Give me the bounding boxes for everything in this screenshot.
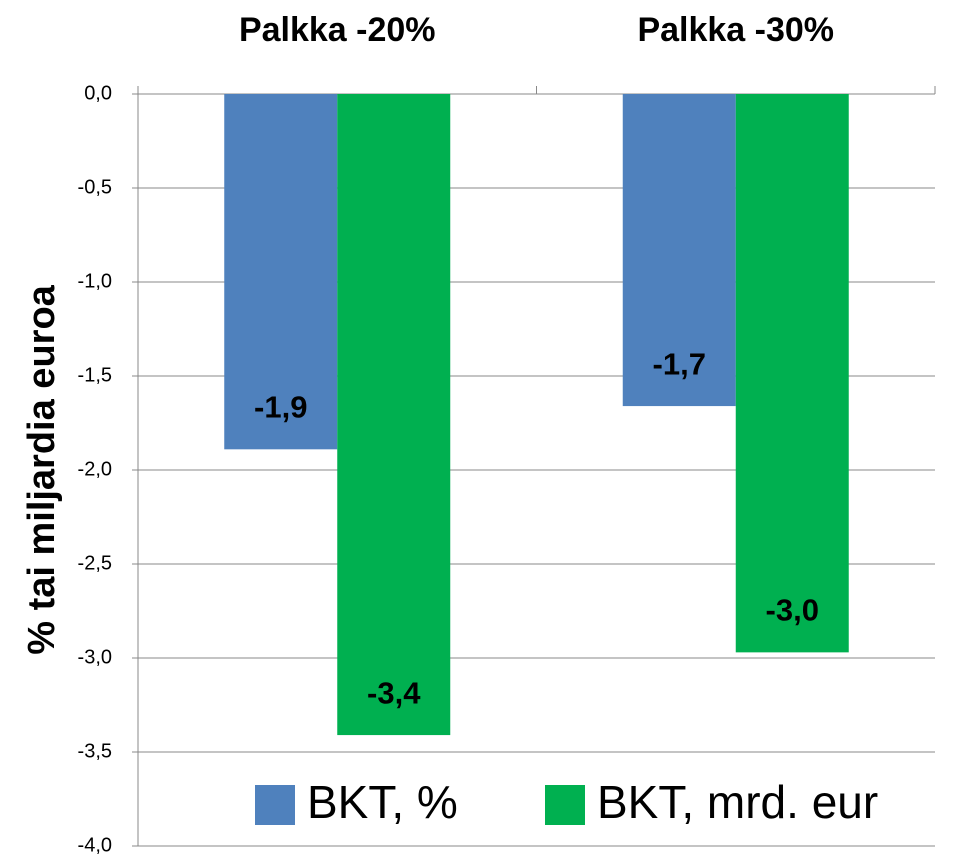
bar [735, 94, 849, 653]
legend-swatch [545, 785, 585, 825]
legend-label: BKT, % [307, 776, 458, 828]
bar [622, 94, 736, 407]
legend-swatch [255, 785, 295, 825]
y-tick-label: -4,0 [78, 834, 112, 854]
y-tick-label: -2,0 [78, 458, 112, 480]
y-tick-label: -0,5 [78, 176, 112, 198]
y-tick-label: -2,5 [78, 552, 112, 574]
y-tick-label: -1,0 [78, 270, 112, 292]
y-tick-label: 0,0 [84, 82, 112, 104]
bar [337, 94, 451, 736]
y-tick-label: -3,5 [78, 740, 112, 762]
value-label: -3,4 [367, 675, 421, 710]
value-label: -1,9 [254, 390, 307, 425]
bar [224, 94, 338, 450]
legend-label: BKT, mrd. eur [597, 776, 878, 828]
category-label: Palkka -30% [637, 11, 834, 49]
y-tick-label: -3,0 [78, 646, 112, 668]
y-tick-label: -1,5 [78, 364, 112, 386]
category-label: Palkka -20% [239, 11, 436, 49]
value-label: -3,0 [766, 593, 819, 628]
y-axis-label: % tai miljardia euroa [21, 284, 63, 654]
value-label: -1,7 [653, 346, 706, 381]
